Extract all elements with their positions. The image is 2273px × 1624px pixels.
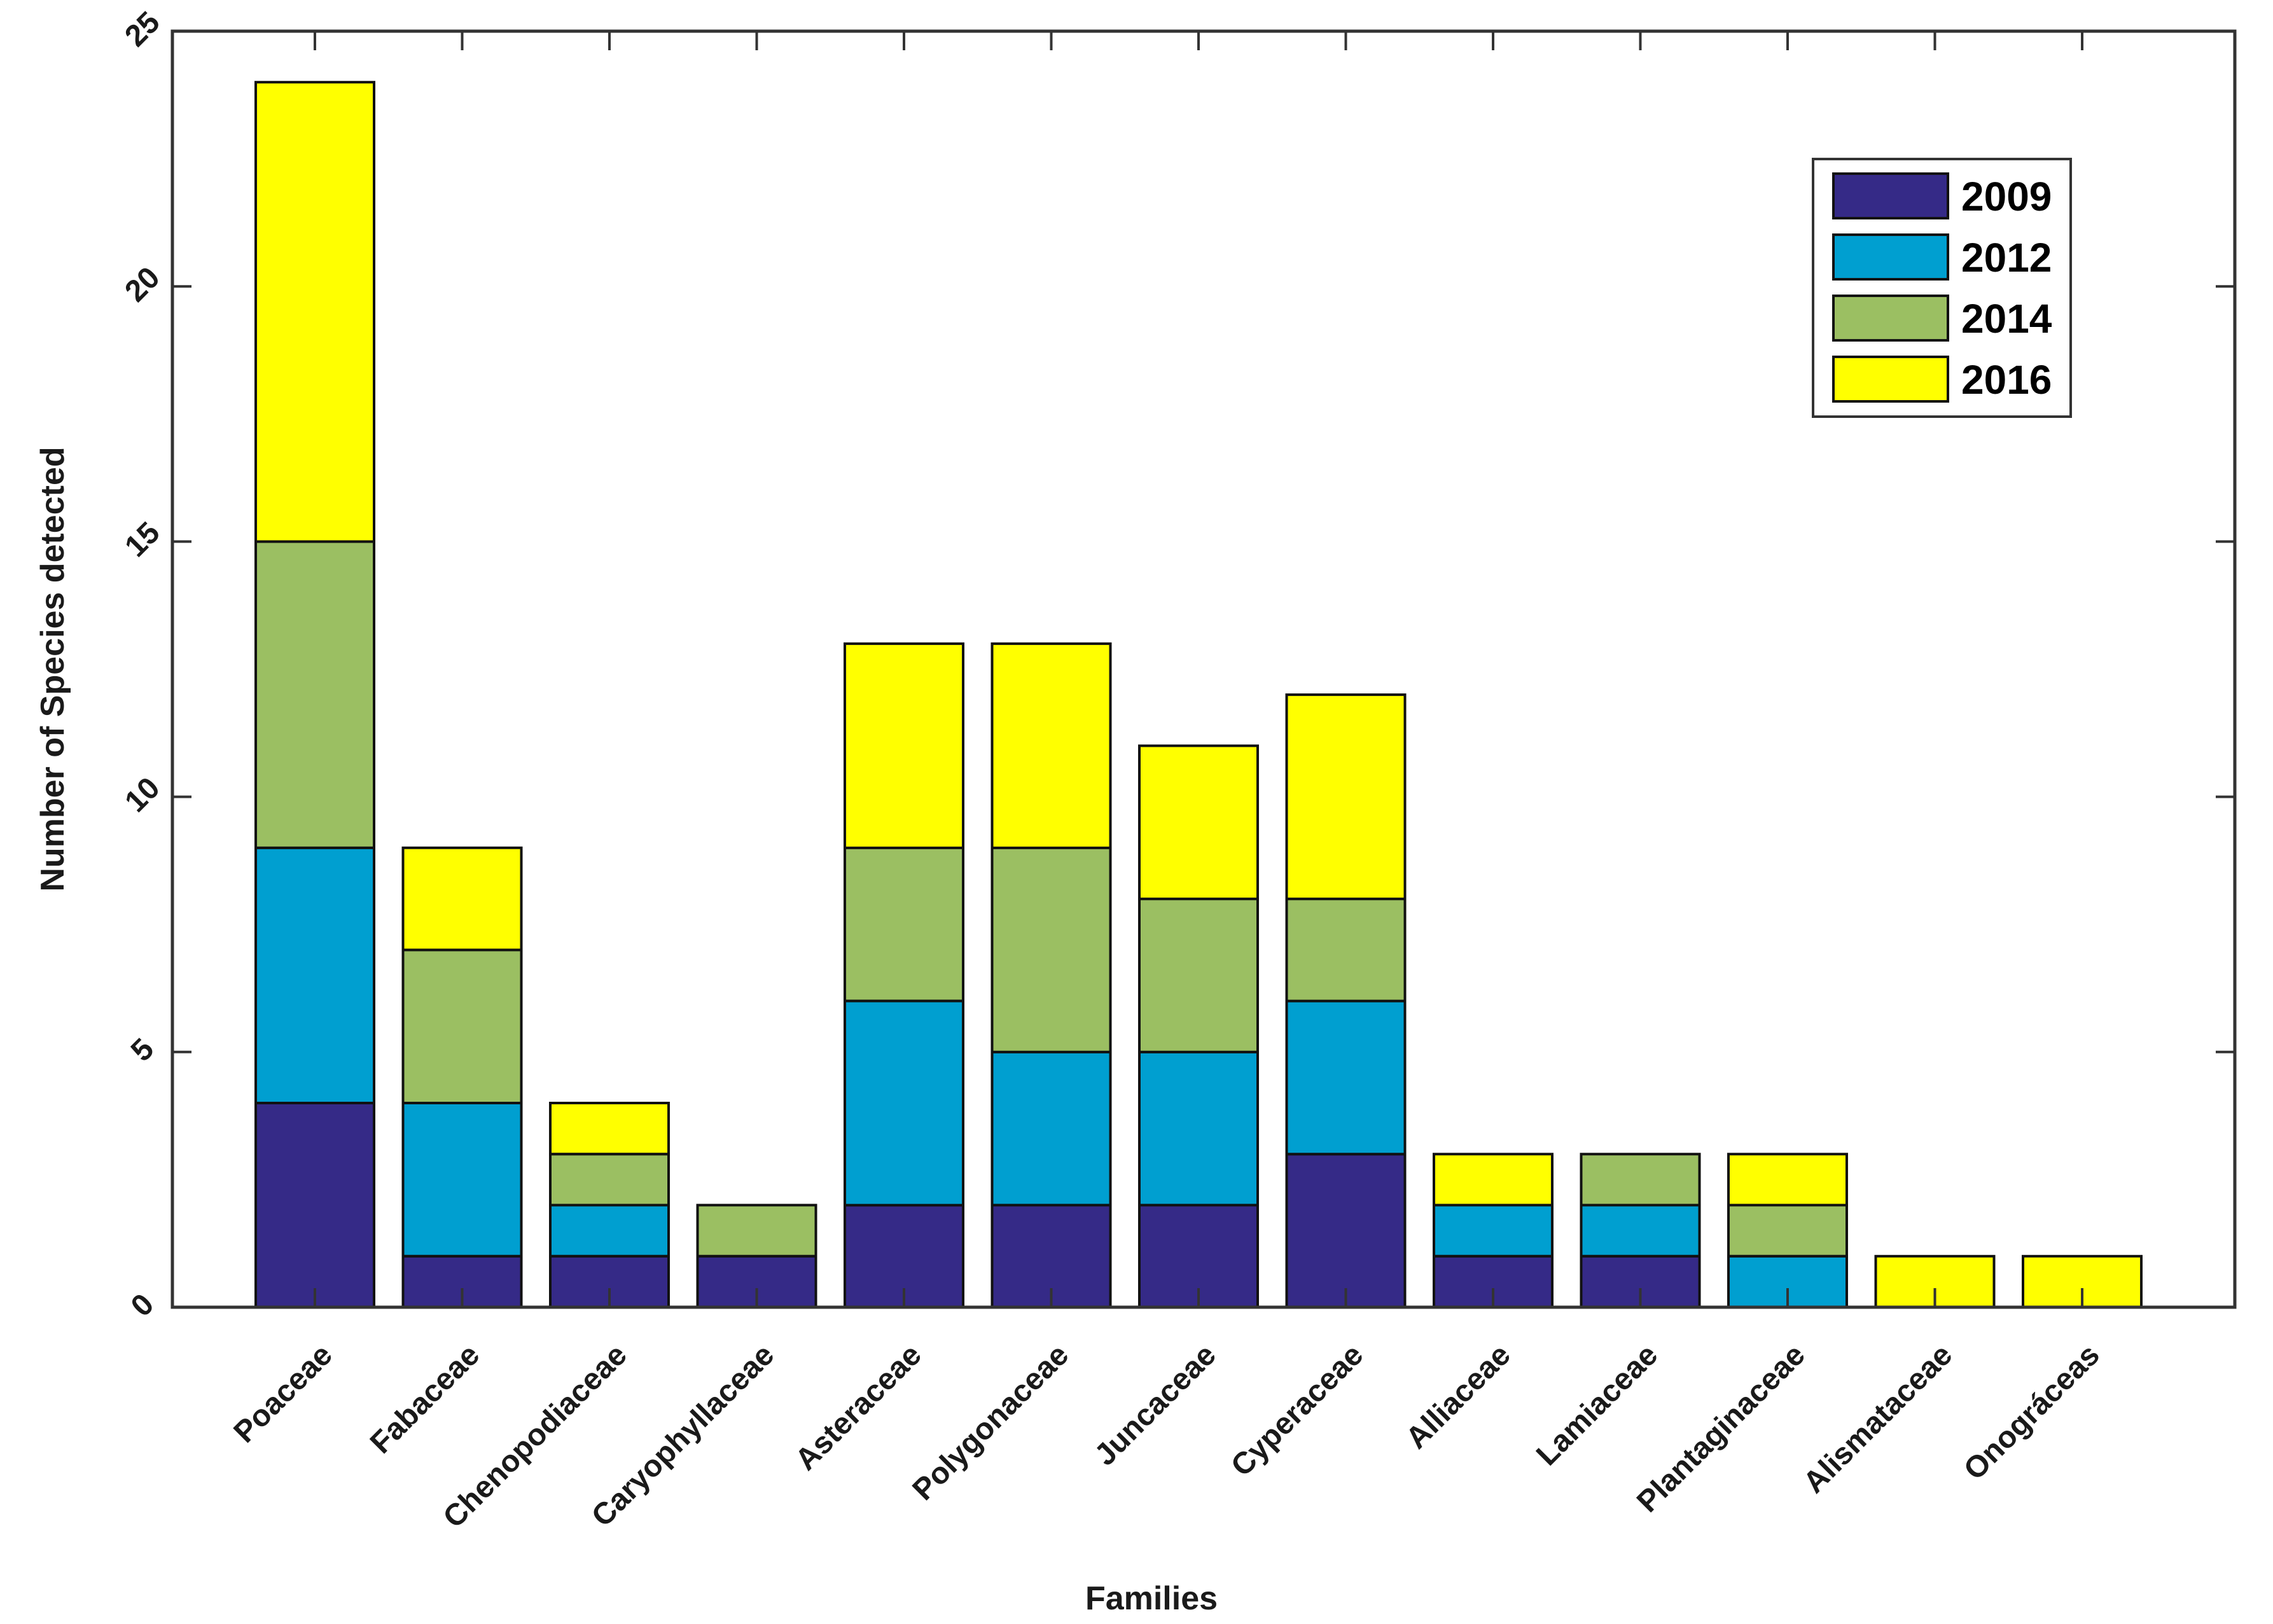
bar-segment-2012-5 [844, 999, 964, 1207]
bar-segment-2014-1 [254, 540, 375, 849]
bars-group [254, 81, 2143, 1309]
bar-segment-2012-1 [254, 846, 375, 1105]
bar-segment-2012-3 [549, 1204, 670, 1258]
bar-segment-2012-7 [1138, 1050, 1259, 1207]
bar-segment-2012-10 [1580, 1204, 1701, 1258]
bar-segment-2014-8 [1285, 898, 1407, 1003]
bar-segment-2014-3 [549, 1153, 670, 1207]
bar-segment-2016-11 [1727, 1153, 1848, 1207]
bar-segment-2016-8 [1285, 693, 1407, 901]
bar-segment-2016-5 [844, 642, 964, 849]
bar-segment-2014-5 [844, 846, 964, 1003]
legend-swatch-2016 [1832, 356, 1949, 403]
bar-segment-2016-6 [991, 642, 1112, 849]
legend-label-2012: 2012 [1961, 235, 2052, 281]
bar-segment-2009-1 [254, 1102, 375, 1308]
bar-segment-2012-6 [991, 1050, 1112, 1207]
bar-segment-2014-11 [1727, 1204, 1848, 1258]
bar-segment-2014-4 [696, 1204, 817, 1258]
legend-label-2009: 2009 [1961, 174, 2052, 219]
bar-segment-2016-1 [254, 81, 375, 543]
legend-swatch-2012 [1832, 233, 1949, 281]
bar-segment-2016-3 [549, 1102, 670, 1156]
bar-segment-2016-2 [401, 846, 523, 952]
x-axis-title: Families [1085, 1580, 1218, 1617]
legend: 2009 2012 2014 2016 [1812, 158, 2072, 418]
bar-segment-2014-6 [991, 846, 1112, 1053]
bar-segment-2014-2 [401, 948, 523, 1105]
bar-segment-2012-8 [1285, 999, 1407, 1156]
legend-label-2014: 2014 [1961, 296, 2052, 342]
legend-swatch-2009 [1832, 172, 1949, 219]
bar-segment-2016-9 [1433, 1153, 1554, 1207]
plot-area-frame [170, 29, 2237, 1309]
bar-segment-2014-7 [1138, 898, 1259, 1053]
legend-swatch-2014 [1832, 295, 1949, 342]
bar-segment-2009-8 [1285, 1153, 1407, 1309]
bar-segment-2012-2 [401, 1102, 523, 1258]
y-axis-title: Number of Species detected [34, 447, 71, 891]
bar-segment-2012-9 [1433, 1204, 1554, 1258]
legend-label-2016: 2016 [1961, 357, 2052, 403]
bar-segment-2016-7 [1138, 744, 1259, 901]
bar-segment-2014-10 [1580, 1153, 1701, 1207]
